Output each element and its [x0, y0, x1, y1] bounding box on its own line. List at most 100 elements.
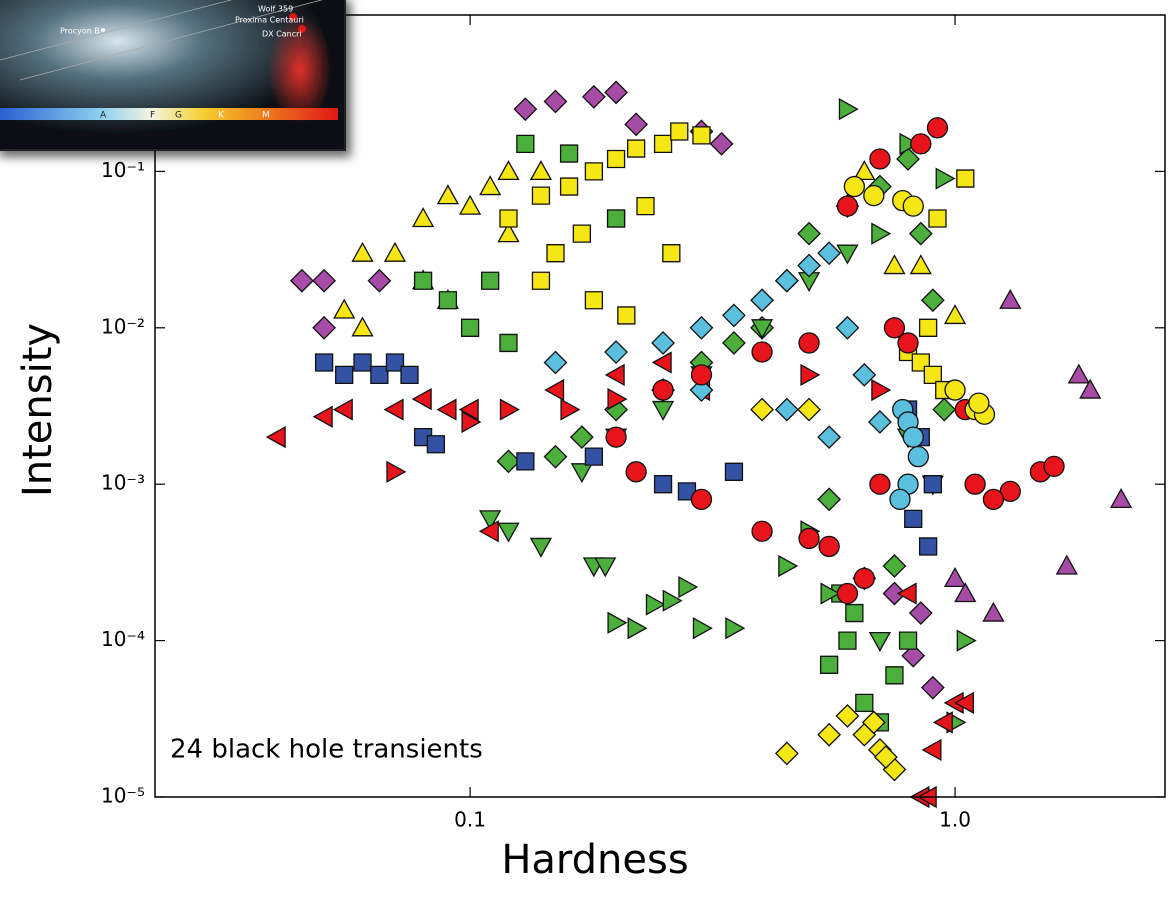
- data-point: [799, 333, 819, 353]
- data-point: [561, 400, 579, 420]
- data-point: [854, 568, 874, 588]
- data-point: [776, 399, 798, 421]
- data-point: [844, 177, 864, 197]
- data-point: [933, 399, 955, 421]
- data-point: [872, 380, 890, 400]
- inset-spectrum: [0, 108, 338, 120]
- data-point: [385, 243, 405, 261]
- data-point: [291, 270, 313, 292]
- inset-image: Wolf 359 Proxima Centauri DX Cancri Proc…: [0, 0, 345, 150]
- data-point: [884, 256, 904, 274]
- data-point: [413, 208, 433, 226]
- data-point: [401, 366, 418, 383]
- data-point: [821, 656, 838, 673]
- data-point: [514, 98, 536, 120]
- data-point: [711, 133, 733, 155]
- data-point: [354, 354, 371, 371]
- data-point: [608, 613, 626, 633]
- y-tick-label: 10⁻¹: [101, 158, 145, 182]
- data-point: [837, 196, 857, 216]
- data-point: [923, 740, 941, 760]
- inset-class: F: [150, 111, 155, 121]
- data-point: [415, 272, 432, 289]
- data-point: [498, 523, 518, 541]
- data-point: [798, 223, 820, 245]
- chart: 24 black hole transients Hardness Intens…: [0, 0, 1175, 913]
- data-point: [801, 365, 819, 385]
- data-point: [726, 618, 744, 638]
- data-point: [460, 196, 480, 214]
- data-point: [836, 705, 858, 727]
- data-point: [498, 161, 518, 179]
- data-point: [752, 342, 772, 362]
- y-tick-label: 10⁻³: [101, 471, 145, 495]
- data-point: [922, 289, 944, 311]
- data-point: [313, 270, 335, 292]
- data-point: [836, 317, 858, 339]
- data-point: [723, 304, 745, 326]
- data-point: [886, 667, 903, 684]
- data-point: [837, 584, 857, 604]
- data-point: [637, 198, 654, 215]
- data-point: [439, 292, 456, 309]
- data-point: [353, 243, 373, 261]
- data-point: [819, 536, 839, 556]
- data-point: [818, 488, 840, 510]
- data-point: [626, 462, 646, 482]
- data-point: [353, 318, 373, 336]
- data-point: [905, 510, 922, 527]
- data-point: [385, 400, 403, 420]
- data-point: [583, 86, 605, 108]
- data-point: [671, 123, 688, 140]
- inset-class: G: [175, 111, 182, 121]
- data-point: [653, 402, 673, 420]
- data-point: [900, 632, 917, 649]
- data-point: [316, 354, 333, 371]
- data-point: [573, 225, 590, 242]
- data-point: [818, 724, 840, 746]
- plot-area: [267, 81, 1131, 807]
- data-point: [691, 489, 711, 509]
- data-point: [462, 319, 479, 336]
- data-point: [517, 453, 534, 470]
- data-point: [910, 602, 932, 624]
- inset-class: M: [262, 111, 270, 121]
- inset-label: Proxima Centauri: [235, 16, 304, 25]
- data-point: [1111, 489, 1131, 507]
- data-point: [336, 366, 353, 383]
- data-point: [544, 446, 566, 468]
- data-point: [945, 568, 965, 586]
- data-point: [839, 632, 856, 649]
- page: 24 black hole transients Hardness Intens…: [0, 0, 1175, 917]
- data-point: [652, 332, 674, 354]
- data-point: [945, 305, 965, 323]
- data-point: [413, 389, 431, 409]
- data-point: [628, 140, 645, 157]
- data-point: [837, 245, 857, 263]
- data-point: [929, 210, 946, 227]
- data-point: [531, 161, 551, 179]
- data-point: [983, 489, 1003, 509]
- data-point: [585, 448, 602, 465]
- y-tick-label: 10⁻⁵: [101, 784, 145, 808]
- data-point: [646, 595, 664, 615]
- data-point: [898, 584, 916, 604]
- data-point: [965, 474, 985, 494]
- data-point: [911, 134, 931, 154]
- data-point: [911, 256, 931, 274]
- data-point: [936, 169, 954, 189]
- data-point: [480, 177, 500, 195]
- data-point: [776, 742, 798, 764]
- data-point: [725, 463, 742, 480]
- data-point: [561, 145, 578, 162]
- data-point: [1057, 556, 1077, 574]
- data-point: [561, 178, 578, 195]
- data-point: [334, 400, 352, 420]
- data-point: [776, 270, 798, 292]
- data-point: [532, 187, 549, 204]
- data-point: [945, 380, 965, 400]
- x-axis-label: Hardness: [501, 837, 688, 883]
- data-point: [334, 300, 354, 318]
- data-point: [1000, 290, 1020, 308]
- data-point: [547, 245, 564, 262]
